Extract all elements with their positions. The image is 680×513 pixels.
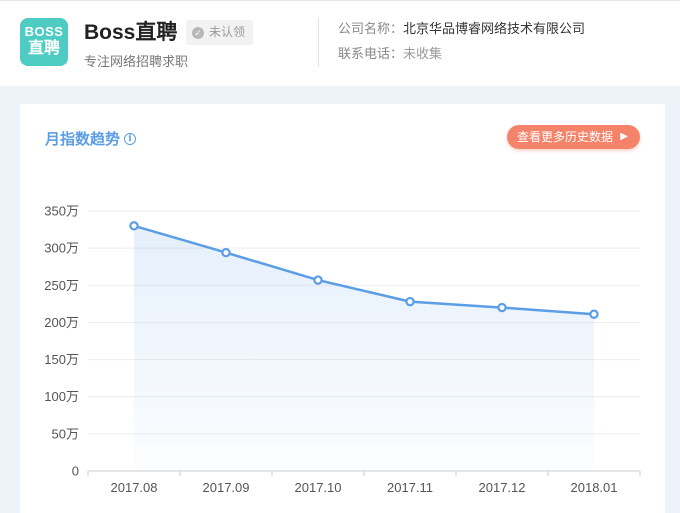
phone-row: 联系电话：未收集 xyxy=(338,45,442,63)
info-icon[interactable]: i xyxy=(124,132,137,145)
x-tick-label: 2017.10 xyxy=(295,480,342,495)
card-title-text: 月指数趋势 xyxy=(45,131,121,148)
y-tick-label: 50万 xyxy=(52,426,79,441)
app-tagline: 专注网络招聘求职 xyxy=(84,54,189,69)
check-circle-icon: ✓ xyxy=(192,26,204,39)
triangle-right-icon: ▶ xyxy=(620,131,628,142)
claim-status-badge[interactable]: ✓ 未认领 xyxy=(186,20,254,45)
data-point xyxy=(129,221,139,231)
y-tick-label: 200万 xyxy=(44,315,79,330)
y-tick-label: 0 xyxy=(72,464,79,479)
company-name-value: 北京华品博睿网络技术有限公司 xyxy=(403,21,586,36)
monthly-trend-card: 0 50万 100万 150万 200万 250万 300万 350万 2017.08 2017.… xyxy=(20,104,665,513)
phone-value: 未收集 xyxy=(403,46,443,61)
data-point xyxy=(589,309,599,319)
series-area xyxy=(134,225,594,471)
x-tick-label: 2017.12 xyxy=(479,480,526,495)
y-tick-label: 250万 xyxy=(44,278,79,293)
y-tick-label: 100万 xyxy=(44,389,79,404)
x-tick-label: 2017.08 xyxy=(111,480,158,495)
y-tick-label: 350万 xyxy=(44,204,79,219)
data-point xyxy=(405,296,415,307)
claim-status-label: 未认领 xyxy=(209,25,246,39)
company-name-label: 公司名称： xyxy=(338,21,404,36)
company-header: BOSS 直聘 Boss直聘 ✓ 未认领 专注网络招聘求职 公司名称：北京华品博… xyxy=(0,0,680,86)
more-history-label: 查看更多历史数据 xyxy=(517,130,614,144)
data-point xyxy=(497,302,507,313)
phone-label: 联系电话： xyxy=(338,46,404,61)
data-point xyxy=(313,275,323,285)
logo-text-bottom: 直聘 xyxy=(27,40,60,57)
x-tick-label: 2017.11 xyxy=(387,480,433,495)
y-tick-label: 300万 xyxy=(44,241,79,256)
x-tick-label: 2017.09 xyxy=(203,480,250,495)
logo-text-top: BOSS xyxy=(24,24,64,39)
trend-chart: 0 50万 100万 150万 200万 250万 300万 350万 2017.08 2017.… xyxy=(44,204,641,495)
company-name-row: 公司名称：北京华品博睿网络技术有限公司 xyxy=(338,20,585,38)
series-line xyxy=(133,224,595,316)
more-history-button[interactable]: 查看更多历史数据 ▶ xyxy=(507,125,640,149)
data-point xyxy=(221,247,231,258)
app-logo: BOSS 直聘 xyxy=(20,18,68,66)
app-name: Boss直聘 xyxy=(84,21,178,44)
card-title: 月指数趋势 i xyxy=(45,128,137,149)
x-tick-label: 2018.01 xyxy=(571,480,618,495)
header-divider xyxy=(318,17,319,67)
y-tick-label: 150万 xyxy=(44,352,79,367)
